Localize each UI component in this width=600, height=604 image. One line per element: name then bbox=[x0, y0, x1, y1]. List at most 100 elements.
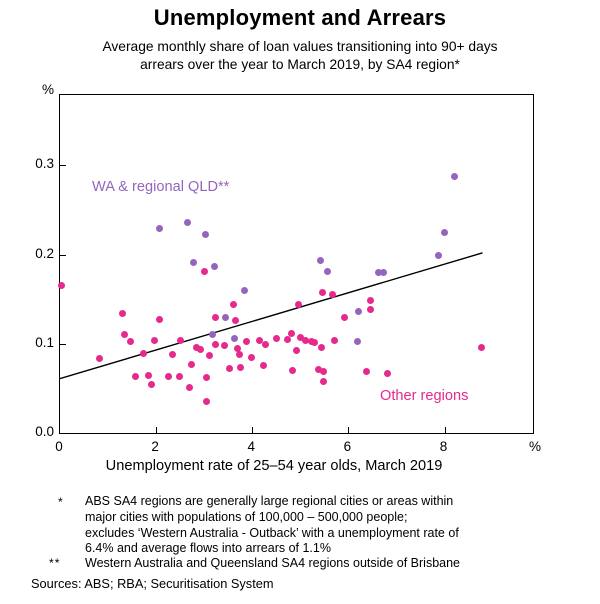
data-point-other bbox=[366, 296, 374, 304]
data-point-other bbox=[151, 336, 159, 344]
data-point-other bbox=[211, 313, 219, 321]
legend-other-regions: Other regions bbox=[380, 388, 469, 404]
data-point-other bbox=[202, 398, 210, 406]
footnote-1-text: ABS SA4 regions are generally large regi… bbox=[85, 494, 459, 556]
data-point-other bbox=[478, 343, 486, 351]
x-tick-label: 8 bbox=[439, 439, 448, 454]
data-point-other bbox=[186, 384, 194, 392]
data-point-other bbox=[188, 360, 196, 368]
data-point-other bbox=[235, 351, 243, 359]
legend-wa-regional-qld: WA & regional QLD** bbox=[92, 179, 230, 195]
data-point-other bbox=[284, 335, 292, 343]
data-point-wa-qld bbox=[241, 286, 249, 294]
data-point-other bbox=[295, 301, 303, 309]
y-tick-label: 0.2 bbox=[35, 245, 54, 261]
data-point-other bbox=[118, 309, 126, 317]
data-point-other bbox=[319, 367, 327, 375]
data-point-wa-qld bbox=[231, 334, 239, 342]
data-point-other bbox=[366, 305, 374, 313]
data-point-wa-qld bbox=[155, 225, 163, 233]
y-tick-mark bbox=[60, 254, 66, 256]
chart-title: Unemployment and Arrears bbox=[153, 5, 447, 30]
y-tick-label: 0.3 bbox=[35, 156, 54, 172]
data-point-wa-qld bbox=[353, 337, 361, 345]
plot-area bbox=[58, 94, 534, 434]
data-point-wa-qld bbox=[210, 262, 218, 270]
data-point-other bbox=[226, 365, 234, 373]
data-point-other bbox=[243, 337, 250, 345]
data-point-other bbox=[229, 301, 237, 309]
data-point-other bbox=[320, 377, 328, 385]
data-point-other bbox=[233, 344, 241, 352]
data-point-wa-qld bbox=[434, 252, 442, 260]
data-point-other bbox=[95, 354, 103, 362]
data-point-wa-qld bbox=[440, 228, 448, 236]
footnote-2-text: Western Australia and Queensland SA4 reg… bbox=[85, 556, 460, 570]
data-point-other bbox=[196, 345, 204, 353]
data-point-other bbox=[272, 334, 280, 342]
data-point-other bbox=[296, 334, 304, 342]
data-point-wa-qld bbox=[379, 268, 387, 276]
data-point-wa-qld bbox=[323, 268, 331, 276]
data-point-other bbox=[168, 351, 176, 359]
data-point-wa-qld bbox=[316, 257, 324, 265]
sources-line: Sources: ABS; RBA; Securitisation System bbox=[31, 576, 274, 591]
data-point-other bbox=[231, 317, 239, 325]
data-point-other bbox=[383, 369, 391, 377]
data-point-other bbox=[261, 341, 269, 349]
data-point-other bbox=[293, 347, 300, 355]
data-point-other bbox=[287, 329, 295, 337]
x-tick-mark bbox=[348, 427, 350, 433]
x-tick-label: 6 bbox=[343, 439, 352, 454]
y-tick-mark bbox=[60, 343, 66, 345]
data-point-wa-qld bbox=[184, 219, 192, 227]
data-point-other bbox=[255, 336, 263, 344]
data-point-other bbox=[121, 331, 129, 339]
data-point-other bbox=[259, 361, 267, 369]
footnote-1-marker: * bbox=[58, 495, 64, 509]
data-point-other bbox=[148, 381, 156, 389]
x-tick-mark bbox=[444, 427, 446, 433]
data-point-other bbox=[318, 289, 326, 297]
data-point-other bbox=[331, 336, 339, 344]
data-point-other bbox=[311, 339, 319, 347]
x-axis-unit-label: % bbox=[528, 439, 541, 454]
y-tick-mark bbox=[60, 165, 66, 167]
data-point-other bbox=[247, 353, 255, 361]
data-point-other bbox=[212, 341, 220, 349]
data-point-other bbox=[318, 343, 326, 351]
data-point-other bbox=[301, 336, 309, 344]
x-tick-mark bbox=[156, 427, 158, 433]
data-point-other bbox=[201, 268, 209, 276]
data-point-other bbox=[315, 366, 323, 374]
trend-line-layer bbox=[60, 252, 483, 380]
x-tick-mark bbox=[252, 427, 254, 433]
data-point-wa-qld bbox=[209, 330, 217, 338]
footnote-2-marker: ** bbox=[49, 556, 61, 570]
data-point-other bbox=[144, 372, 152, 380]
data-point-other bbox=[140, 350, 148, 358]
data-point-wa-qld bbox=[201, 230, 209, 238]
data-point-other bbox=[237, 363, 245, 371]
data-point-other bbox=[156, 316, 164, 324]
data-point-wa-qld bbox=[221, 314, 229, 322]
y-tick-label: 0.0 bbox=[35, 424, 54, 439]
x-axis-title: Unemployment rate of 25–54 year olds, Ma… bbox=[105, 458, 443, 474]
chart-subtitle: Average monthly share of loan values tra… bbox=[102, 39, 498, 72]
data-point-other bbox=[58, 282, 66, 290]
data-point-other bbox=[127, 337, 135, 345]
data-point-other bbox=[362, 367, 370, 375]
data-point-other bbox=[203, 374, 211, 382]
x-tick-label: 2 bbox=[151, 439, 159, 454]
data-point-other bbox=[177, 336, 185, 344]
y-axis-unit-label: % bbox=[41, 82, 54, 97]
data-point-other bbox=[205, 351, 213, 359]
data-point-other bbox=[220, 342, 228, 350]
trend-line bbox=[60, 252, 483, 380]
data-point-wa-qld bbox=[375, 268, 383, 276]
data-point-other bbox=[175, 373, 183, 381]
data-point-other bbox=[131, 373, 139, 381]
data-point-other bbox=[340, 313, 348, 321]
x-tick-label: 4 bbox=[247, 439, 256, 454]
